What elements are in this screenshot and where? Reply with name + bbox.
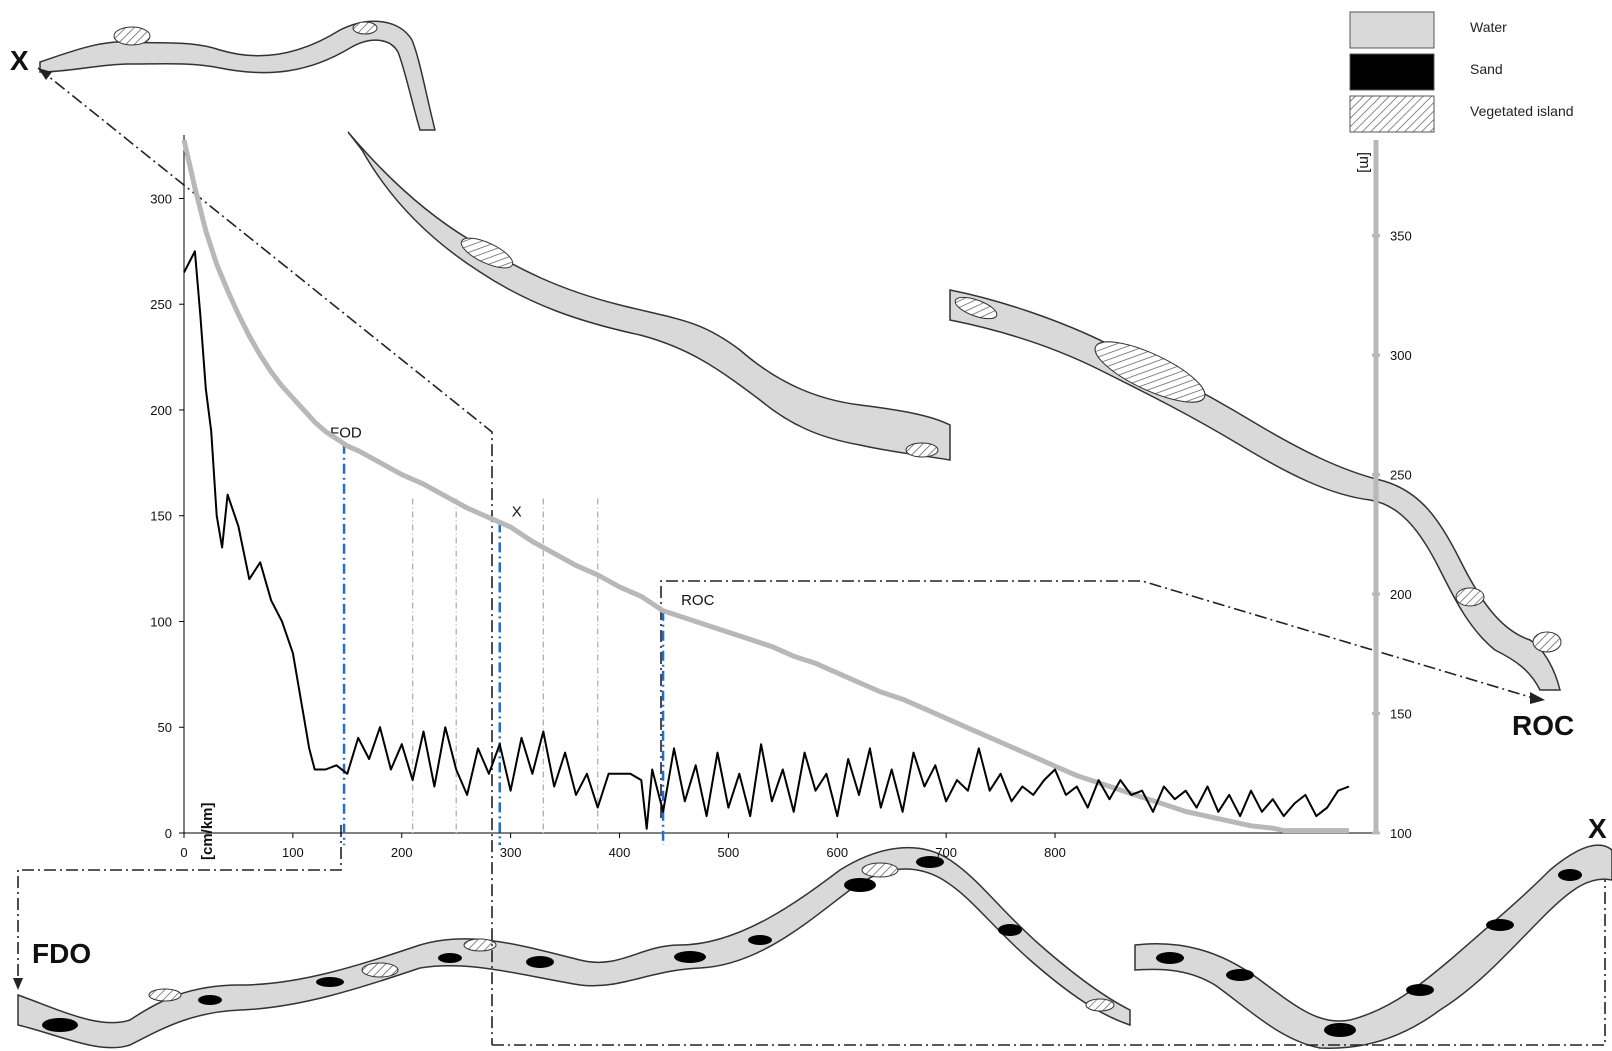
y2-tick-label: 300 [1390, 348, 1412, 363]
map-label-x-top: X [10, 45, 29, 76]
map-label-fdo: FDO [32, 938, 91, 969]
river-map-bottom [17, 844, 1612, 1049]
y2-tick-label: 250 [1390, 468, 1412, 483]
leader-lines [17, 67, 1606, 1046]
y-tick-label: 200 [150, 403, 172, 418]
x-tick-label: 800 [1044, 845, 1066, 860]
y-ticks: 0 50 100 150 200 250 300 [150, 191, 184, 841]
y2-tick-label: 350 [1390, 229, 1412, 244]
x-tick-label: 0 [180, 845, 187, 860]
x-tick-label: 500 [718, 845, 740, 860]
map-label-roc: ROC [1512, 710, 1574, 741]
leader-fdo [17, 825, 342, 985]
section-marker-label: X [512, 503, 522, 520]
river-map-upper-middle [347, 131, 951, 461]
legend-swatch-water [1349, 11, 1435, 49]
x-ticks: 0 100 200 300 400 500 600 700 800 [180, 833, 1066, 860]
y-tick-label: 150 [150, 509, 172, 524]
legend-label-sand: Sand [1470, 61, 1503, 77]
arrowhead-roc [1530, 692, 1545, 704]
x-tick-label: 300 [500, 845, 522, 860]
legend-label-water: Water [1470, 19, 1507, 35]
plot-area: 0 100 200 300 400 500 600 700 800 0 50 100 150 200 25… [150, 135, 1412, 860]
legend: Water Sand Vegetated island [1349, 11, 1574, 133]
y-axis-label: [cm/km] [199, 802, 216, 860]
arrowhead-x-top [38, 68, 52, 80]
legend-swatch-sand [1349, 53, 1435, 91]
river-map-top-left [39, 20, 436, 131]
x-tick-label: 100 [282, 845, 304, 860]
y2-tick-label: 200 [1390, 587, 1412, 602]
y-tick-label: 300 [150, 191, 172, 206]
arrowhead-fdo [13, 978, 23, 990]
minor-markers [412, 498, 599, 833]
river-map-upper-right [949, 289, 1562, 691]
x-tick-label: 200 [391, 845, 413, 860]
series-elevation-line [181, 139, 1349, 834]
y2-tick-label: 100 [1390, 826, 1412, 841]
x-tick-label: 600 [826, 845, 848, 860]
series-slope-line [183, 250, 1350, 830]
y-tick-label: 0 [165, 826, 172, 841]
y2-ticks: 100 150 200 250 300 350 [1372, 229, 1412, 841]
leader-roc [660, 580, 1541, 818]
leader-arrowheads [13, 68, 1545, 990]
y-tick-label: 50 [158, 720, 172, 735]
legend-swatch-vegetated-island [1349, 95, 1435, 133]
y2-axis-label: [m] [1356, 152, 1373, 173]
x-tick-label: 700 [935, 845, 957, 860]
y2-tick-label: 150 [1390, 707, 1412, 722]
y-tick-label: 100 [150, 614, 172, 629]
x-tick-label: 400 [609, 845, 631, 860]
map-label-x-bottom: X [1588, 813, 1607, 844]
section-marker-label: ROC [681, 592, 715, 609]
leader-x-top [37, 67, 493, 1045]
y-tick-label: 250 [150, 297, 172, 312]
legend-label-vegetated-island: Vegetated island [1470, 103, 1574, 119]
